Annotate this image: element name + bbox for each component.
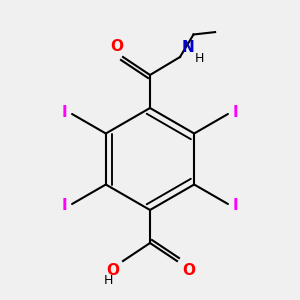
- Text: I: I: [62, 198, 68, 213]
- Text: N: N: [181, 40, 194, 55]
- Text: O: O: [182, 263, 195, 278]
- Text: O: O: [106, 263, 119, 278]
- Text: O: O: [110, 39, 124, 54]
- Text: H: H: [194, 52, 204, 65]
- Text: H: H: [103, 274, 113, 287]
- Text: I: I: [232, 105, 238, 120]
- Text: I: I: [232, 198, 238, 213]
- Text: I: I: [62, 105, 68, 120]
